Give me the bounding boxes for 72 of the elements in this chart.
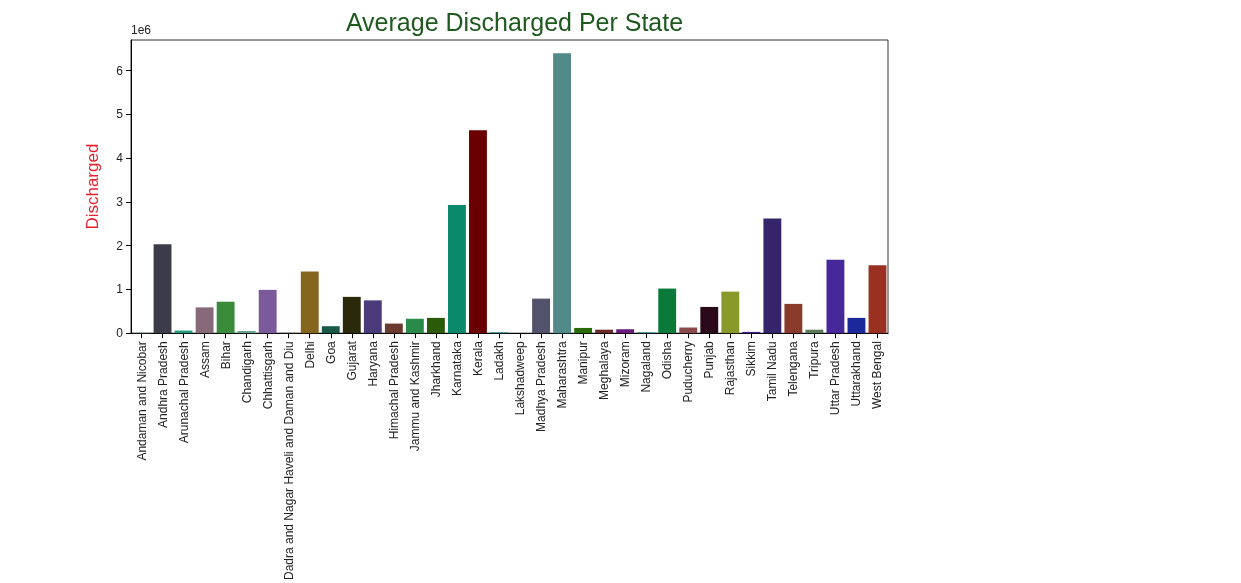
y-tick-label: 5 <box>116 107 124 122</box>
x-tick-label: Karnataka <box>449 340 464 396</box>
bar <box>321 326 340 334</box>
x-tick-label: Rajasthan <box>723 341 738 396</box>
x-tick-label: Chhattisgarh <box>260 341 275 410</box>
bar <box>469 130 487 334</box>
x-tick-label: Uttar Pradesh <box>828 341 843 416</box>
x-tick-label: West Bengal <box>870 341 885 410</box>
y-tick-label: 0 <box>116 326 124 341</box>
bar <box>847 317 866 334</box>
bar <box>700 306 719 334</box>
x-tick-label: Madhya Pradesh <box>534 341 549 432</box>
x-tick-label: Manipur <box>576 341 591 385</box>
x-tick-label: Jharkhand <box>428 341 443 398</box>
x-tick-label: Assam <box>197 341 212 378</box>
x-tick-label: Maharashtra <box>555 340 570 409</box>
x-tick-label: Bihar <box>218 341 233 370</box>
x-tick-label: Tamil Nadu <box>765 341 780 402</box>
bar <box>616 329 635 334</box>
bar <box>342 296 361 334</box>
bar <box>237 331 256 334</box>
bar <box>300 271 319 334</box>
bar <box>826 259 845 334</box>
y-tick-label: 2 <box>116 238 124 253</box>
y-tick-label: 4 <box>116 151 124 166</box>
x-tick-label: Kerala <box>470 340 485 376</box>
bar <box>216 301 235 334</box>
x-tick-label: Ladakh <box>491 341 506 381</box>
x-tick-label: Arunachal Pradesh <box>176 341 191 444</box>
bar <box>721 291 740 334</box>
bar <box>574 327 593 334</box>
x-tick-label: Tripura <box>807 340 822 379</box>
x-tick-label: Lakshadweep <box>513 340 528 416</box>
bar <box>426 317 445 334</box>
x-tick-label: Odisha <box>660 340 675 380</box>
x-tick-label: Mizoram <box>618 341 633 388</box>
x-tick-label: Dadra and Nagar Haveli and Daman and Diu <box>281 341 296 581</box>
x-tick-label: Andaman and Nicobar <box>134 341 149 461</box>
x-tick-label: Punjab <box>702 340 717 379</box>
x-tick-label: Jammu and Kashmir <box>407 341 422 452</box>
x-tick-label: Nagaland <box>639 341 654 393</box>
bar <box>405 318 424 334</box>
x-tick-label: Sikkim <box>744 341 759 377</box>
x-tick-label: Gujarat <box>344 340 359 381</box>
x-tick-label: Himachal Pradesh <box>386 341 401 440</box>
y-tick-label: 3 <box>116 194 124 209</box>
bar <box>153 244 172 334</box>
x-tick-label: Telengana <box>786 340 801 397</box>
x-tick-label: Puducherry <box>681 341 696 403</box>
x-tick-label: Chandigarh <box>239 341 254 404</box>
bar <box>784 303 803 334</box>
x-tick-label: Andhra Pradesh <box>155 341 170 428</box>
y-tick-label: 6 <box>116 63 124 78</box>
x-tick-label: Goa <box>323 340 338 364</box>
bar <box>868 265 887 334</box>
bar <box>258 289 277 334</box>
bar <box>658 288 677 334</box>
bar <box>384 323 403 334</box>
bar <box>532 298 550 334</box>
bar <box>195 307 214 334</box>
bar <box>363 300 382 334</box>
bar <box>553 53 572 334</box>
text: 1e6 <box>131 23 152 37</box>
bar <box>447 204 466 334</box>
y-axis-title: Discharged <box>83 143 102 230</box>
x-tick-label: Haryana <box>365 340 380 387</box>
x-tick-label: Meghalaya <box>597 340 612 400</box>
x-tick-label: Delhi <box>302 341 317 369</box>
chart-title: Average Discharged Per State <box>345 7 684 36</box>
x-tick-label: Uttarakhand <box>849 341 864 407</box>
y-tick-label: 1 <box>116 282 124 297</box>
bar <box>763 218 782 334</box>
